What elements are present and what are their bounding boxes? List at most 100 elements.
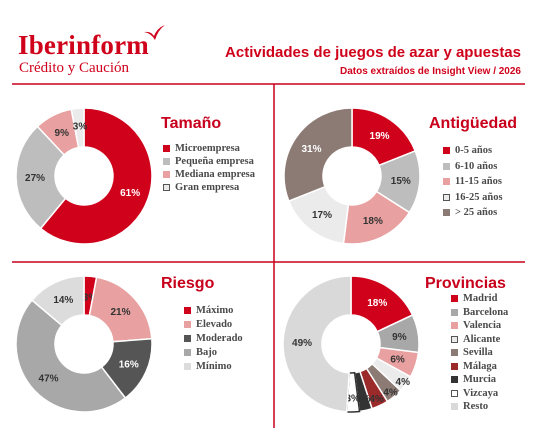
data-label-antiguedad-0: 19% [370,131,390,142]
legend-item-tamano-2: Mediana empresa [163,168,255,181]
legend-label-provincias-1: Barcelona [463,306,509,318]
legend-item-tamano-1: Pequeña empresa [163,155,255,168]
legend-item-antiguedad-0: 0-5 años [443,143,503,159]
legend-item-provincias-3: Alicante [451,333,508,347]
legend-swatch-provincias-4 [451,349,458,357]
data-label-tamano-1: 27% [25,173,45,184]
page-title: Actividades de juegos de azar y apuestas [225,44,521,61]
legend-label-antiguedad-2: 11-15 años [455,176,502,188]
data-label-provincias-6: 3% [356,394,371,405]
legend-label-riesgo-4: Mínimo [196,360,232,372]
legend-item-antiguedad-3: 16-25 años [443,190,503,206]
legend-label-antiguedad-0: 0-5 años [455,145,493,157]
legend-swatch-riesgo-0 [184,306,191,314]
legend-swatch-provincias-1 [451,308,458,316]
panel-provincias: 18% 9% 6% 4% 4% 4% 3% 3% 49% Provincias Madrid Ba… [276,264,537,434]
legend-riesgo: Máximo Elevado Moderado Bajo Mínimo [184,303,243,373]
data-label-tamano-2: 9% [55,128,70,139]
data-label-provincias-1: 9% [392,332,407,343]
legend-label-provincias-8: Resto [463,401,489,413]
legend-swatch-tamano-2 [163,171,170,178]
data-label-provincias-5: 4% [369,394,384,405]
legend-label-tamano-2: Mediana empresa [175,169,256,180]
legend-swatch-provincias-6 [451,376,458,384]
chart-title-tamano: Tamaño [161,115,222,132]
data-label-provincias-0: 18% [367,298,387,309]
data-label-riesgo-0: 3% [83,293,98,304]
brand-logo-icon [144,25,165,40]
legend-label-tamano-1: Pequeña empresa [175,156,254,167]
slice-tamano-0 [39,107,153,245]
legend-label-antiguedad-4: > 25 años [455,207,498,219]
legend-item-riesgo-0: Máximo [184,303,243,317]
header: Iberinform Crédito y Caución Actividades… [0,0,537,84]
legend-label-provincias-3: Alicante [463,333,501,345]
legend-item-provincias-2: Valencia [451,319,508,333]
slice-riesgo-3 [15,299,127,413]
data-label-riesgo-3: 47% [39,373,59,384]
legend-item-provincias-8: Resto [451,400,508,414]
legend-label-riesgo-3: Bajo [196,346,217,358]
slice-tamano-1 [15,125,67,230]
data-label-provincias-4: 4% [383,387,398,398]
legend-label-riesgo-0: Máximo [196,304,234,316]
donut-chart-provincias: 18%9%6%4%4%4%3%3%49% [282,275,420,413]
data-label-riesgo-2: 16% [119,359,139,370]
data-label-provincias-2: 6% [390,355,405,366]
brand-tagline: Crédito y Caución [19,60,129,76]
slice-riesgo-4 [30,275,85,327]
legend-item-riesgo-3: Bajo [184,345,243,359]
data-label-provincias-7: 3% [345,393,360,404]
legend-label-provincias-2: Valencia [463,320,502,332]
legend-label-provincias-0: Madrid [463,293,498,305]
legend-tamano: Microempresa Pequeña empresa Mediana empre… [163,142,255,194]
legend-item-provincias-5: Málaga [451,360,508,374]
legend-swatch-provincias-5 [451,362,458,370]
data-label-provincias-8: 49% [292,338,312,349]
donut-chart-riesgo: 3% 21% 16% 47% 14% [15,275,153,413]
legend-item-provincias-1: Barcelona [451,306,508,320]
legend-item-provincias-6: Murcia [451,373,508,387]
chart-title-riesgo: Riesgo [161,275,215,292]
data-label-riesgo-4: 14% [53,295,73,306]
data-label-antiguedad-2: 18% [363,216,383,227]
legend-swatch-provincias-0 [451,295,458,303]
legend-label-riesgo-2: Moderado [196,332,243,344]
legend-swatch-riesgo-3 [184,348,191,356]
legend-item-tamano-0: Microempresa [163,142,255,155]
legend-swatch-antiguedad-3 [443,193,450,201]
legend-item-provincias-0: Madrid [451,292,508,306]
legend-item-antiguedad-1: 6-10 años [443,159,503,175]
legend-swatch-riesgo-4 [184,362,191,370]
legend-item-antiguedad-4: > 25 años [443,205,503,221]
legend-label-tamano-0: Microempresa [175,143,240,154]
legend-item-riesgo-4: Mínimo [184,359,243,373]
legend-label-tamano-3: Gran empresa [175,182,240,193]
slice-provincias-8 [282,275,352,413]
data-label-antiguedad-1: 15% [391,176,411,187]
legend-item-antiguedad-2: 11-15 años [443,174,503,190]
chart-title-antiguedad: Antigüedad [429,115,517,132]
panel-riesgo: 3% 21% 16% 47% 14% Riesgo Máximo Elevado Moder… [0,264,272,434]
panel-antiguedad: 19% 15% 18% 17% 31% Antigüedad 0-5 años 6-10 … [276,86,537,261]
donut-chart-antiguedad: 19% 15% 18% 17% 31% [283,107,421,245]
slice-antiguedad-4 [283,107,353,203]
brand-name: Iberinform [18,30,149,60]
legend-swatch-tamano-0 [163,145,170,152]
panel-tamano: 61% 27% 9% 3% Tamaño Microempresa Pequeña em… [0,86,272,261]
data-label-tamano-0: 61% [120,188,140,199]
legend-swatch-antiguedad-0 [443,147,450,155]
legend-swatch-provincias-3 [451,335,458,343]
legend-swatch-riesgo-1 [184,320,191,328]
legend-label-riesgo-1: Elevado [196,318,233,330]
legend-label-provincias-7: Vizcaya [463,387,499,399]
data-label-tamano-3: 3% [73,122,88,133]
legend-label-antiguedad-3: 16-25 años [455,191,503,203]
legend-item-provincias-4: Sevilla [451,346,508,360]
legend-item-provincias-7: Vizcaya [451,387,508,401]
legend-swatch-provincias-7 [451,389,458,397]
data-label-provincias-3: 4% [396,377,411,388]
legend-label-provincias-4: Sevilla [463,347,493,359]
data-label-antiguedad-3: 17% [312,210,332,221]
